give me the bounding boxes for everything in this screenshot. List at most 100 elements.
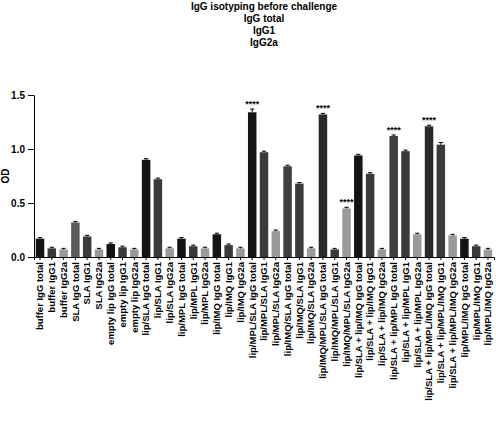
bar (484, 249, 492, 257)
x-tick: lip/MPL IgG total (176, 257, 187, 337)
error-cap (238, 247, 242, 248)
x-tick: lip/SLA + lip/IMQ IgG1 (364, 257, 375, 361)
bar (36, 239, 44, 257)
error-bar (309, 247, 313, 248)
x-tick-label: buffer IgG2a (58, 261, 69, 318)
error-cap (403, 150, 407, 151)
error-bar (191, 245, 195, 246)
x-tick-mark (146, 257, 147, 260)
annotation: **** (316, 103, 331, 113)
x-tick-mark (216, 257, 217, 260)
x-tick: empty lip IgG2a (129, 257, 140, 333)
bar (177, 239, 185, 257)
bar (425, 126, 433, 257)
error-cap (50, 247, 54, 248)
x-tick-mark (264, 257, 265, 260)
bar (307, 248, 315, 257)
x-tick-label: lip/SLA IgG2a (164, 261, 175, 323)
error-cap (356, 154, 360, 155)
error-bar (262, 151, 266, 152)
x-tick: lip/SLA + lip/IMQ IgG2a (376, 257, 387, 366)
x-tick: lip/SLA + lip/MPL/IMQ IgG2a (447, 257, 458, 389)
error-bar (250, 109, 254, 112)
x-tick-mark (429, 257, 430, 260)
error-bar (297, 182, 301, 183)
y-tick-label: 1.5 (11, 90, 25, 101)
error-cap (309, 247, 313, 248)
error-cap (156, 178, 160, 179)
error-cap (333, 248, 337, 249)
error-bar (474, 245, 478, 246)
x-tick-mark (487, 257, 488, 260)
x-tick-mark (157, 257, 158, 260)
x-tick: lip/IMQ IgG2a (235, 257, 246, 323)
x-tick-label: lip/IMQ/SLA IgG1 (294, 261, 305, 338)
error-bar (486, 248, 490, 249)
x-tick: lip/IMQ IgG1 (223, 257, 234, 317)
error-bar (344, 207, 348, 208)
x-tick-label: buffer IgG1 (46, 261, 57, 312)
subtitle: IgG2a (250, 37, 278, 48)
bar (118, 247, 126, 257)
error-cap (215, 233, 219, 234)
x-tick-mark (205, 257, 206, 260)
error-bar (109, 243, 113, 244)
error-bar (333, 248, 337, 249)
x-tick: lip/MPL/IMQ IgG total (459, 257, 470, 358)
titles: IgG isotyping before challengeIgG totalI… (191, 1, 338, 48)
bar (413, 234, 421, 257)
x-tick-mark (240, 257, 241, 260)
x-tick-mark (169, 257, 170, 260)
error-bar (415, 233, 419, 234)
error-bar (97, 248, 101, 249)
x-tick-label: lip/MPL IgG1 (188, 261, 199, 319)
x-tick-label: empty lip IgG1 (117, 261, 128, 327)
bar (48, 248, 56, 257)
y-axis: 0.00.51.01.5 (11, 90, 34, 263)
x-tick-label: lip/IMQ/MPL/SLA IgG total (317, 262, 328, 379)
x-tick-mark (358, 257, 359, 260)
y-tick-mark (28, 149, 34, 150)
error-cap (97, 248, 101, 249)
error-cap (486, 248, 490, 249)
x-tick-mark (346, 257, 347, 260)
error-bar (156, 178, 160, 179)
x-tick: SLA IgG1 (81, 257, 92, 304)
x-tick-mark (98, 257, 99, 260)
annotation: **** (422, 115, 437, 125)
x-tick-label: lip/MPL/IMQ IgG total (459, 262, 470, 358)
x-tick-mark (122, 257, 123, 260)
bar (319, 114, 327, 257)
x-tick-mark (40, 257, 41, 260)
x-tick: lip/MPL/SLA IgG total (247, 257, 258, 358)
bar (189, 246, 197, 257)
x-tick-mark (75, 257, 76, 260)
bar (142, 160, 150, 257)
x-tick-label: empty lip IgG2a (129, 261, 140, 332)
x-tick: buffer IgG2a (58, 257, 69, 318)
x-tick: empty lip IgG total (105, 257, 116, 345)
error-bar (321, 113, 325, 114)
bar (83, 236, 91, 257)
x-tick: lip/SLA + lip/IMQ IgG total (353, 257, 364, 378)
bar (154, 179, 162, 257)
x-tick-mark (322, 257, 323, 260)
y-axis-title: OD (0, 169, 11, 184)
error-bar (285, 165, 289, 166)
x-tick-mark (87, 257, 88, 260)
error-bar (380, 248, 384, 249)
x-tick: lip/IMQ/SLA IgG1 (294, 257, 305, 339)
x-tick-mark (452, 257, 453, 260)
bar (448, 235, 456, 257)
bar (401, 151, 409, 257)
bar (71, 222, 79, 257)
x-tick-label: lip/SLA + lip/IMQ IgG2a (376, 261, 387, 366)
x-tick-label: empty lip IgG total (105, 262, 116, 345)
x-tick-label: lip/SLA + lip/IMQ IgG1 (364, 261, 375, 360)
error-bar (120, 246, 124, 247)
error-cap (109, 242, 113, 243)
annotation: **** (387, 125, 402, 135)
bar (95, 249, 103, 257)
error-cap (168, 247, 172, 248)
y-tick: 1.5 (11, 90, 34, 101)
